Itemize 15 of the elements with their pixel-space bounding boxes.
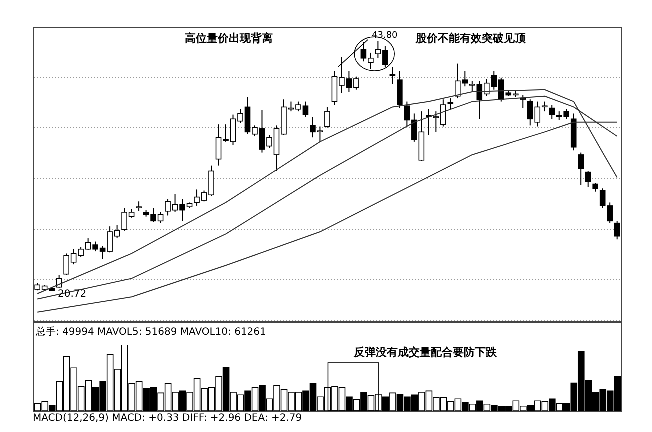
text: 总手: 49994 MAVOL5: 51689 MAVOL10: 61261	[36, 326, 266, 339]
candlestick	[448, 98, 454, 110]
candlestick	[549, 104, 556, 120]
candlestick	[136, 201, 142, 212]
candlestick	[614, 220, 620, 240]
annotation: 股价不能有效突破见顶	[415, 32, 527, 45]
annotation: 20.72	[58, 289, 87, 300]
annotation: 反弹没有成交量配合要防下跌	[354, 345, 497, 360]
candlestick	[324, 106, 330, 128]
candlestick	[520, 94, 526, 109]
candlestick	[578, 152, 584, 186]
candlestick	[585, 170, 592, 188]
text: MACD(12,26,9) MACD: +0.33 DIFF: +2.96 DEA: +2.79	[33, 413, 302, 424]
annotation: 高位量价出现背离	[185, 32, 273, 45]
annotation: 43.80	[372, 31, 398, 41]
